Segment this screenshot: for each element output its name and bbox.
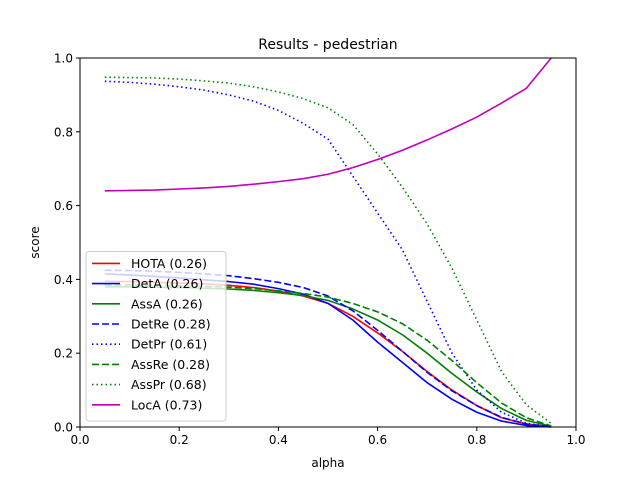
y-tick-label: 0.0	[54, 421, 73, 435]
x-tick-label: 0.8	[467, 433, 486, 447]
y-axis-label: score	[28, 226, 42, 258]
legend-box	[85, 250, 227, 422]
x-tick-label: 0.0	[70, 433, 89, 447]
legend-label: LocA (0.73)	[131, 397, 202, 412]
legend-label: DetPr (0.61)	[131, 337, 207, 352]
x-axis-label: alpha	[311, 456, 344, 470]
legend-label: HOTA (0.26)	[131, 256, 207, 271]
y-tick-label: 0.8	[54, 125, 73, 139]
y-tick-label: 0.2	[54, 347, 73, 361]
plot-frame	[79, 57, 577, 428]
legend: HOTA (0.26) DetA (0.26) AssA (0.26) DetRe (…	[85, 250, 227, 422]
legend-label: DetRe (0.28)	[131, 317, 211, 332]
x-tick-label: 0.2	[170, 433, 189, 447]
series-line-loca	[104, 57, 552, 192]
series-line-detpr	[104, 80, 552, 428]
legend-label: AssA (0.26)	[131, 296, 203, 311]
x-tick-label: 0.4	[269, 433, 288, 447]
chart-title: Results - pedestrian	[258, 37, 397, 53]
legend-label: AssPr (0.68)	[131, 377, 207, 392]
y-tick-label: 0.4	[54, 273, 73, 287]
x-tick-label: 1.0	[566, 433, 585, 447]
y-tick-label: 1.0	[54, 52, 73, 66]
y-axis: 0.0 0.2 0.4 0.6 0.8 1.0	[54, 52, 80, 435]
legend-label: AssRe (0.28)	[131, 357, 210, 372]
x-tick-label: 0.6	[368, 433, 387, 447]
legend-label: DetA (0.26)	[131, 276, 203, 291]
x-axis: 0.0 0.2 0.4 0.6 0.8 1.0	[70, 427, 586, 447]
y-tick-label: 0.6	[54, 199, 73, 213]
